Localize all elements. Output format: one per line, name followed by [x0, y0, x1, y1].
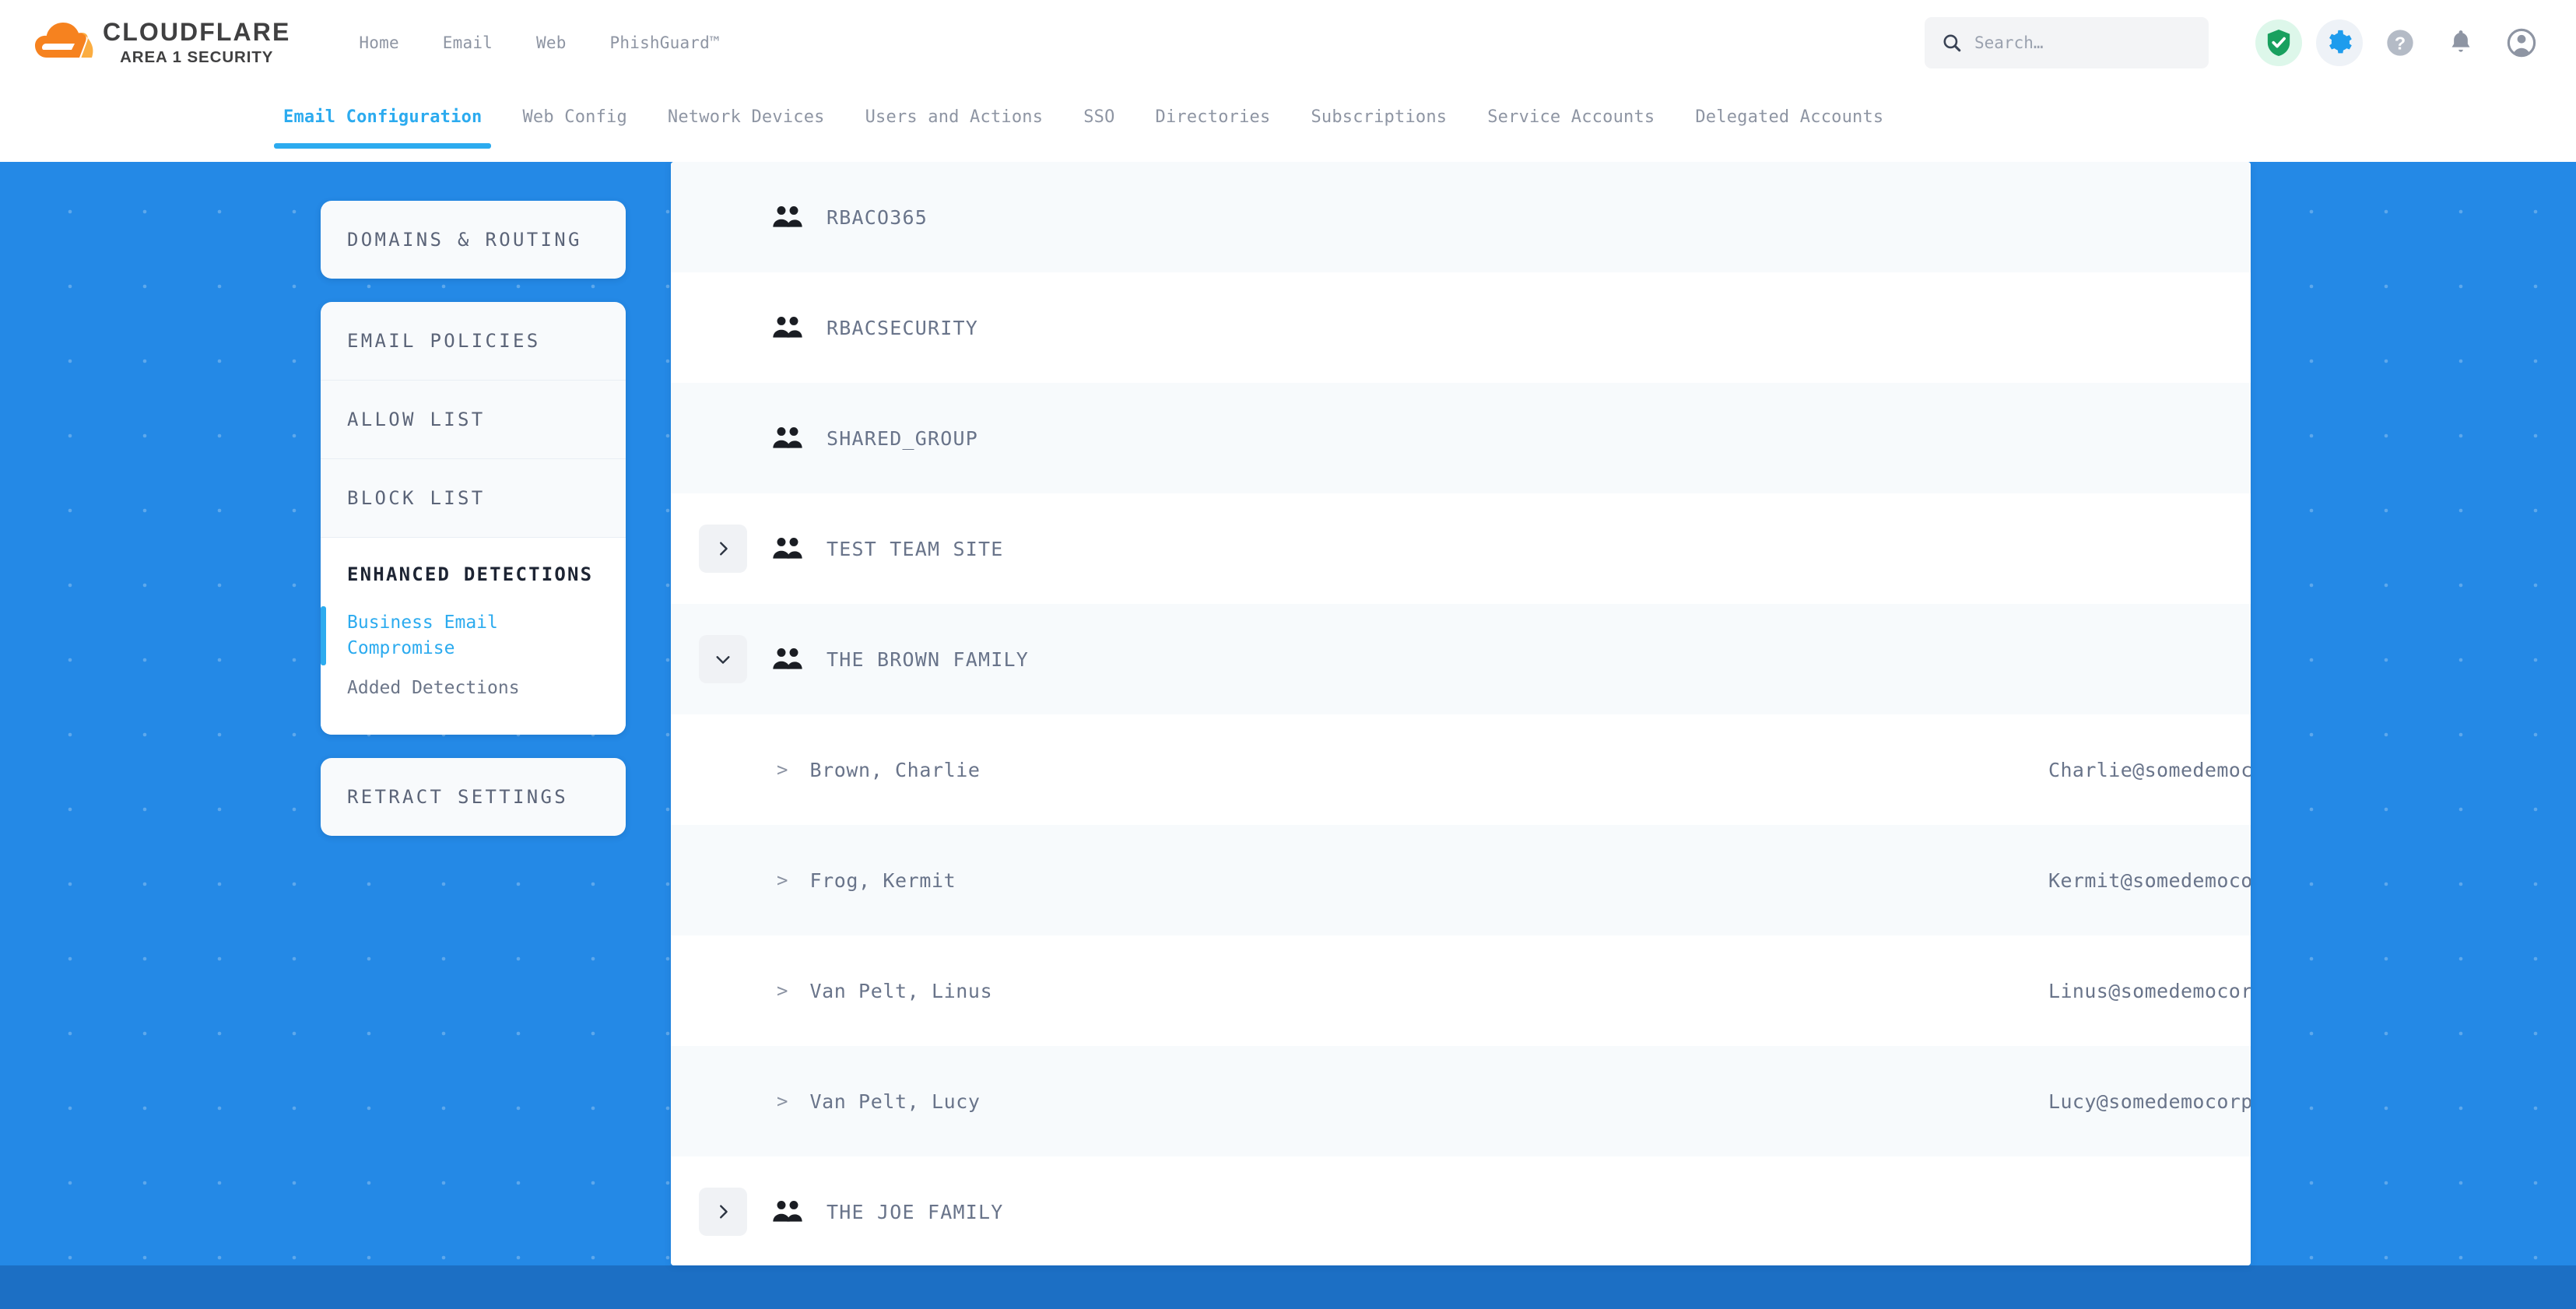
user-glyph [2507, 28, 2536, 58]
top-header: CLOUDFLARE AREA 1 SECURITY Home Email We… [0, 0, 2576, 86]
tab-subscriptions[interactable]: Subscriptions [1311, 107, 1448, 127]
group-name: THE BROWN FAMILY [826, 647, 1030, 671]
chevron-down-icon [716, 656, 730, 664]
sidebar-card-domains-routing[interactable]: DOMAINS & ROUTING [321, 201, 626, 279]
help-question-icon[interactable]: ? [2377, 19, 2423, 66]
sidebar-group-title: ENHANCED DETECTIONS [347, 563, 594, 585]
member-email: Kermit@somedemocorp.com [2048, 869, 2251, 892]
group-people-icon [773, 317, 802, 338]
group-people-icon [773, 427, 802, 448]
table-row[interactable]: THE BROWN FAMILY 0/4 [671, 604, 2251, 714]
sidebar-item-block-list[interactable]: BLOCK LIST [321, 458, 626, 537]
search-input[interactable]: Search… [1974, 33, 2044, 52]
row-expander-placeholder [699, 414, 747, 462]
nav-item-email[interactable]: Email [442, 33, 493, 52]
tab-directories[interactable]: Directories [1155, 107, 1271, 127]
brand-name: CLOUDFLARE [103, 18, 291, 47]
member-arrow-icon: > [777, 869, 788, 891]
table-row[interactable]: RBACSECURITY 0/0 [671, 272, 2251, 383]
nav-item-web[interactable]: Web [536, 33, 567, 52]
table-row[interactable]: SHARED_GROUP 0/0 [671, 383, 2251, 493]
sidebar-item-retract-settings[interactable]: RETRACT SETTINGS [347, 786, 568, 809]
table-row[interactable]: TEST TEAM SITE 0/1 [671, 493, 2251, 604]
row-expander-placeholder [699, 304, 747, 352]
member-arrow-icon: > [777, 1090, 788, 1112]
member-arrow-icon: > [777, 759, 788, 781]
tab-service-accounts[interactable]: Service Accounts [1487, 107, 1655, 127]
row-expander-collapsed[interactable] [699, 525, 747, 573]
bell-notification-icon[interactable] [2437, 19, 2484, 66]
table-row[interactable]: RBACO365 0/0 [671, 162, 2251, 272]
sidebar-card-policies: EMAIL POLICIES ALLOW LIST BLOCK LIST ENH… [321, 302, 626, 735]
group-name: RBACO365 [826, 205, 928, 229]
group-name: THE JOE FAMILY [826, 1200, 1004, 1223]
bell-glyph [2451, 30, 2470, 52]
member-name: Brown, Charlie [809, 758, 981, 781]
group-people-icon [773, 648, 802, 669]
group-name: TEST TEAM SITE [826, 537, 1004, 560]
chevron-right-icon [720, 542, 728, 556]
sidebar-item-domains-routing[interactable]: DOMAINS & ROUTING [347, 229, 582, 251]
search-icon [1943, 34, 1961, 52]
tab-users-and-actions[interactable]: Users and Actions [865, 107, 1044, 127]
table-row[interactable]: THE JOE FAMILY 0/5 [671, 1156, 2251, 1265]
row-expander-placeholder [699, 193, 747, 241]
brand-product: AREA 1 SECURITY [120, 48, 274, 67]
group-people-icon [773, 206, 802, 227]
member-email: Linus@somedemocorp.com [2048, 979, 2251, 1002]
gear-glyph [2329, 30, 2352, 54]
group-people-icon [773, 1201, 802, 1222]
user-account-icon[interactable] [2498, 19, 2545, 66]
main-navigation: Home Email Web PhishGuard™ [337, 33, 741, 52]
tab-delegated-accounts[interactable]: Delegated Accounts [1695, 107, 1884, 127]
list-item[interactable]: > Brown, Charlie Charlie@somedemocorp.co… [671, 714, 2251, 825]
help-glyph: ? [2387, 30, 2413, 56]
group-name: RBACSECURITY [826, 316, 979, 339]
group-name: SHARED_GROUP [826, 426, 979, 450]
sidebar-item-email-policies[interactable]: EMAIL POLICIES [347, 330, 541, 352]
shield-check-glyph [2267, 30, 2290, 56]
shield-check-icon[interactable] [2255, 19, 2302, 66]
brand-logo[interactable]: CLOUDFLARE AREA 1 SECURITY [33, 19, 290, 66]
member-arrow-icon: > [777, 980, 788, 1002]
member-name: Van Pelt, Lucy [809, 1090, 981, 1113]
search-box[interactable]: Search… [1925, 17, 2209, 68]
member-label: > Brown, Charlie [699, 759, 981, 781]
member-label: > Van Pelt, Lucy [699, 1090, 981, 1113]
member-email: Charlie@somedemocorp.com [2048, 758, 2251, 781]
sidebar-item-added-detections[interactable]: Added Detections [347, 678, 520, 699]
nav-item-phishguard[interactable]: PhishGuard™ [609, 33, 720, 52]
member-label: > Van Pelt, Linus [699, 980, 992, 1002]
sidebar-group-enhanced-detections: ENHANCED DETECTIONS Business Email Compr… [321, 537, 626, 735]
row-expander-collapsed[interactable] [699, 1188, 747, 1236]
member-label: > Frog, Kermit [699, 869, 956, 892]
groups-table-panel: RBACO365 0/0 RBACSECURITY [671, 162, 2251, 1265]
chevron-right-icon [720, 1205, 728, 1219]
tab-sso[interactable]: SSO [1083, 107, 1115, 127]
list-item[interactable]: > Van Pelt, Linus Linus@somedemocorp.com [671, 935, 2251, 1046]
tab-web-config[interactable]: Web Config [522, 107, 627, 127]
gear-icon[interactable] [2316, 19, 2363, 66]
settings-sidebar: DOMAINS & ROUTING EMAIL POLICIES ALLOW L… [321, 201, 626, 859]
cloudflare-cloud-logo-icon [35, 23, 93, 58]
group-people-icon [773, 538, 802, 559]
tab-network-devices[interactable]: Network Devices [667, 107, 825, 127]
member-name: Van Pelt, Linus [809, 979, 993, 1002]
sidebar-item-business-email-compromise[interactable]: Business Email Compromise [321, 603, 599, 669]
member-email: Lucy@somedemocorp.com [2048, 1090, 2251, 1113]
list-item[interactable]: > Van Pelt, Lucy Lucy@somedemocorp.com [671, 1046, 2251, 1156]
bottom-accent-strip [0, 1265, 2576, 1309]
list-item[interactable]: > Frog, Kermit Kermit@somedemocorp.com [671, 825, 2251, 935]
member-name: Frog, Kermit [809, 869, 956, 892]
sidebar-card-retract-settings[interactable]: RETRACT SETTINGS [321, 758, 626, 837]
secondary-tab-bar: Email Configuration Web Config Network D… [0, 86, 2576, 162]
nav-item-home[interactable]: Home [359, 33, 399, 52]
sidebar-item-allow-list[interactable]: ALLOW LIST [321, 380, 626, 458]
svg-text:?: ? [2395, 33, 2406, 53]
row-expander-expanded[interactable] [699, 635, 747, 683]
tab-email-configuration[interactable]: Email Configuration [263, 86, 502, 149]
header-actions: Search… ? [1925, 0, 2545, 86]
